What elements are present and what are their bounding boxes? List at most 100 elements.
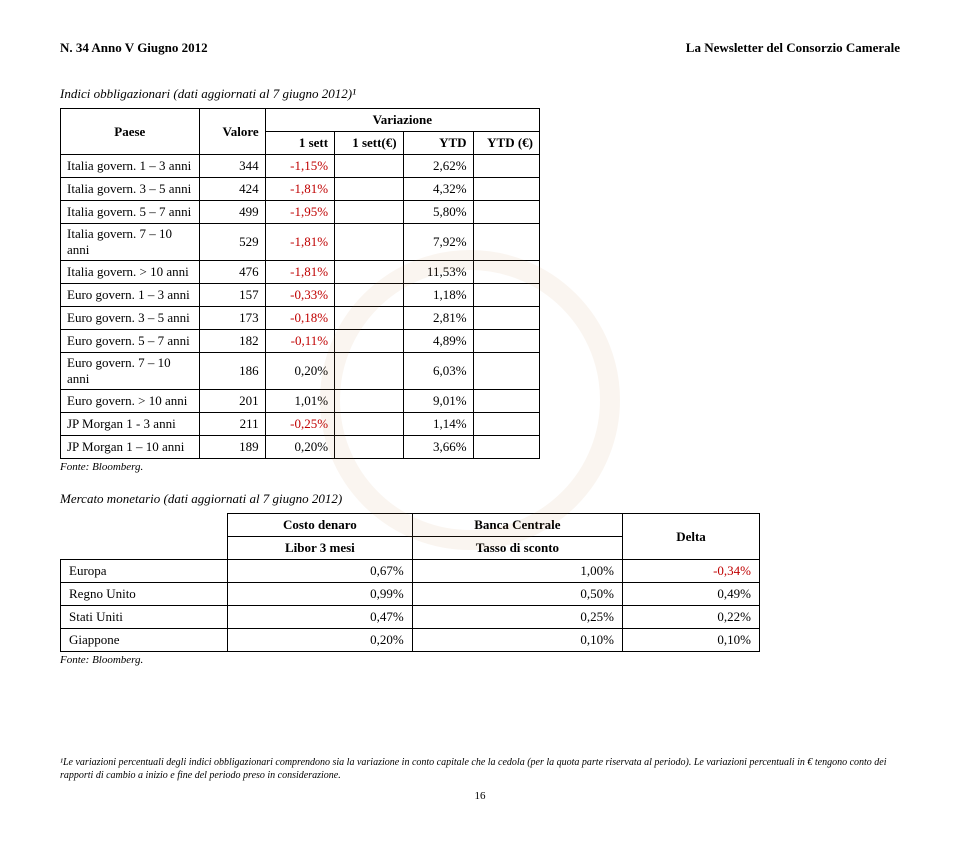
cell-delta: 0,49% bbox=[623, 583, 760, 606]
cell-valore: 476 bbox=[199, 261, 265, 284]
page-number: 16 bbox=[60, 790, 900, 802]
cell-1sett: 0,20% bbox=[265, 353, 334, 390]
table-row: Euro govern. > 10 anni2011,01%9,01% bbox=[61, 390, 540, 413]
cell-ytd-e bbox=[473, 436, 539, 459]
cell-costo: 0,99% bbox=[228, 583, 413, 606]
cell-1sett: -1,81% bbox=[265, 178, 334, 201]
cell-paese: Italia govern. 1 – 3 anni bbox=[61, 155, 200, 178]
cell-ytd-e bbox=[473, 284, 539, 307]
cell-1sett: -1,15% bbox=[265, 155, 334, 178]
table-row: Italia govern. > 10 anni476-1,81%11,53% bbox=[61, 261, 540, 284]
cell-valore: 189 bbox=[199, 436, 265, 459]
th-1sett: 1 sett bbox=[265, 132, 334, 155]
cell-paese: Italia govern. 5 – 7 anni bbox=[61, 201, 200, 224]
table-row: Euro govern. 7 – 10 anni1860,20% 6,03% bbox=[61, 353, 540, 390]
cell-1sett-e bbox=[335, 201, 404, 224]
cell-ytd: 3,66% bbox=[403, 436, 473, 459]
th-ytd-e: YTD (€) bbox=[473, 132, 539, 155]
cell-valore: 211 bbox=[199, 413, 265, 436]
cell-valore: 499 bbox=[199, 201, 265, 224]
th-variazione: Variazione bbox=[265, 109, 539, 132]
cell-1sett-e bbox=[335, 436, 404, 459]
cell-ytd-e bbox=[473, 178, 539, 201]
table-row: Italia govern. 3 – 5 anni424-1,81% 4,32% bbox=[61, 178, 540, 201]
cell-banca: 0,10% bbox=[412, 629, 622, 652]
cell-1sett: -1,95% bbox=[265, 201, 334, 224]
table-row: Stati Uniti0,47%0,25%0,22% bbox=[61, 606, 760, 629]
table-row: JP Morgan 1 – 10 anni1890,20% 3,66% bbox=[61, 436, 540, 459]
cell-1sett-e bbox=[335, 224, 404, 261]
money-market-table: Costo denaro Banca Centrale Delta Libor … bbox=[60, 513, 760, 652]
th-delta: Delta bbox=[623, 514, 760, 560]
table1-title: Indici obbligazionari (dati aggiornati a… bbox=[60, 86, 900, 102]
cell-banca: 0,25% bbox=[412, 606, 622, 629]
cell-ytd: 2,62% bbox=[403, 155, 473, 178]
table-row: Regno Unito0,99%0,50%0,49% bbox=[61, 583, 760, 606]
cell-1sett-e bbox=[335, 178, 404, 201]
cell-1sett: 0,20% bbox=[265, 436, 334, 459]
cell-ytd: 11,53% bbox=[403, 261, 473, 284]
table-row: JP Morgan 1 - 3 anni211-0,25% 1,14% bbox=[61, 413, 540, 436]
th-ytd: YTD bbox=[403, 132, 473, 155]
cell-paese: Euro govern. > 10 anni bbox=[61, 390, 200, 413]
footnote: ¹Le variazioni percentuali degli indici … bbox=[60, 756, 900, 782]
cell-ytd-e bbox=[473, 155, 539, 178]
cell-paese: Italia govern. 3 – 5 anni bbox=[61, 178, 200, 201]
table-row: Italia govern. 7 – 10 anni529-1,81%7,92% bbox=[61, 224, 540, 261]
cell-paese: Italia govern. > 10 anni bbox=[61, 261, 200, 284]
bond-indices-table: Paese Valore Variazione 1 sett 1 sett(€)… bbox=[60, 108, 540, 459]
cell-ytd: 1,18% bbox=[403, 284, 473, 307]
cell-costo: 0,20% bbox=[228, 629, 413, 652]
cell-1sett: -0,25% bbox=[265, 413, 334, 436]
cell-ytd: 1,14% bbox=[403, 413, 473, 436]
table2-fonte: Fonte: Bloomberg. bbox=[60, 654, 900, 666]
cell-ytd: 7,92% bbox=[403, 224, 473, 261]
cell-ytd: 6,03% bbox=[403, 353, 473, 390]
cell-label: Regno Unito bbox=[61, 583, 228, 606]
cell-1sett-e bbox=[335, 284, 404, 307]
cell-1sett: -0,33% bbox=[265, 284, 334, 307]
table-row: Euro govern. 5 – 7 anni182-0,11%4,89% bbox=[61, 330, 540, 353]
cell-paese: JP Morgan 1 - 3 anni bbox=[61, 413, 200, 436]
cell-delta: 0,10% bbox=[623, 629, 760, 652]
th-tasso: Tasso di sconto bbox=[412, 537, 622, 560]
cell-1sett-e bbox=[335, 390, 404, 413]
cell-1sett: -1,81% bbox=[265, 224, 334, 261]
cell-valore: 173 bbox=[199, 307, 265, 330]
cell-valore: 157 bbox=[199, 284, 265, 307]
cell-ytd-e bbox=[473, 353, 539, 390]
cell-ytd-e bbox=[473, 307, 539, 330]
header-left: N. 34 Anno V Giugno 2012 bbox=[60, 40, 208, 56]
cell-1sett: 1,01% bbox=[265, 390, 334, 413]
cell-valore: 424 bbox=[199, 178, 265, 201]
table2-title: Mercato monetario (dati aggiornati al 7 … bbox=[60, 491, 900, 507]
cell-valore: 201 bbox=[199, 390, 265, 413]
cell-label: Stati Uniti bbox=[61, 606, 228, 629]
header-right: La Newsletter del Consorzio Camerale bbox=[686, 40, 900, 56]
cell-ytd-e bbox=[473, 224, 539, 261]
cell-paese: Italia govern. 7 – 10 anni bbox=[61, 224, 200, 261]
cell-1sett: -0,18% bbox=[265, 307, 334, 330]
cell-ytd-e bbox=[473, 390, 539, 413]
cell-paese: JP Morgan 1 – 10 anni bbox=[61, 436, 200, 459]
cell-paese: Euro govern. 7 – 10 anni bbox=[61, 353, 200, 390]
cell-ytd: 4,32% bbox=[403, 178, 473, 201]
cell-valore: 186 bbox=[199, 353, 265, 390]
th-paese: Paese bbox=[61, 109, 200, 155]
cell-costo: 0,67% bbox=[228, 560, 413, 583]
cell-1sett-e bbox=[335, 307, 404, 330]
cell-paese: Euro govern. 1 – 3 anni bbox=[61, 284, 200, 307]
table1-fonte: Fonte: Bloomberg. bbox=[60, 461, 900, 473]
cell-ytd: 5,80% bbox=[403, 201, 473, 224]
th-banca: Banca Centrale bbox=[412, 514, 622, 537]
th-costo: Costo denaro bbox=[228, 514, 413, 537]
cell-ytd: 2,81% bbox=[403, 307, 473, 330]
cell-paese: Euro govern. 3 – 5 anni bbox=[61, 307, 200, 330]
table-row: Italia govern. 5 – 7 anni499-1,95% 5,80% bbox=[61, 201, 540, 224]
cell-paese: Euro govern. 5 – 7 anni bbox=[61, 330, 200, 353]
cell-1sett-e bbox=[335, 330, 404, 353]
page-header: N. 34 Anno V Giugno 2012 La Newsletter d… bbox=[60, 40, 900, 56]
table-row: Europa0,67%1,00%-0,34% bbox=[61, 560, 760, 583]
cell-ytd-e bbox=[473, 201, 539, 224]
cell-1sett-e bbox=[335, 413, 404, 436]
